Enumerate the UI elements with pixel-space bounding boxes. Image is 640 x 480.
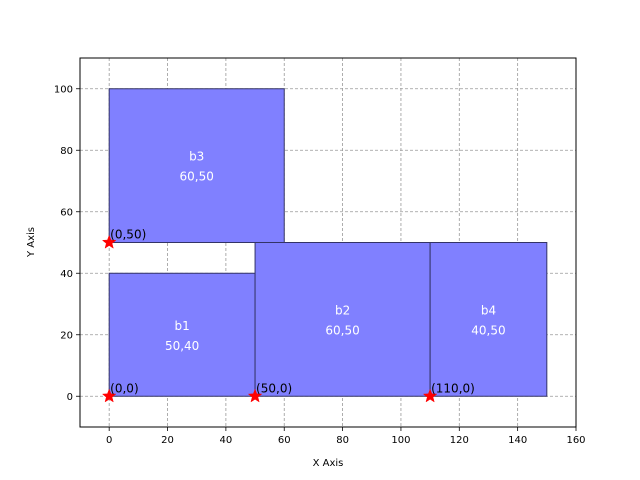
rect-b3 <box>108 88 285 243</box>
y-tick-label: 60 <box>60 207 73 218</box>
y-tick-label: 40 <box>60 269 73 280</box>
y-tick-label: 0 <box>67 392 73 403</box>
x-tick-label: 40 <box>220 435 233 446</box>
point-label: (110,0) <box>431 381 475 395</box>
rect-size-label: 50,40 <box>165 339 199 353</box>
x-tick-label: 80 <box>336 435 349 446</box>
rect-size-label: 40,50 <box>471 323 505 337</box>
y-tick-label: 100 <box>54 84 73 95</box>
star-marker <box>247 388 263 403</box>
x-axis-label: X Axis <box>313 458 344 469</box>
rect-name-label: b2 <box>335 303 350 317</box>
rect-b4 <box>429 242 548 397</box>
point-label: (0,50) <box>110 228 146 242</box>
rect-b1 <box>108 272 256 397</box>
plot-frame <box>79 57 577 428</box>
x-tick-label: 160 <box>566 435 585 446</box>
point-label: (0,0) <box>110 381 138 395</box>
y-axis-label: Y Axis <box>26 227 37 258</box>
x-tick-label: 140 <box>508 435 527 446</box>
rectangles: b1 50,40 b2 60,50 b3 60,50 b4 40,50 <box>108 88 548 397</box>
y-tick-label: 20 <box>60 330 73 341</box>
y-ticks: 0 20 40 60 80 100 <box>54 84 80 403</box>
points: (0,0) (50,0) (110,0) (0,50) <box>101 228 475 403</box>
point-label: (50,0) <box>256 381 292 395</box>
x-ticks: 0 20 40 60 80 100 120 140 160 <box>106 427 586 446</box>
rect-name-label: b1 <box>174 319 189 333</box>
x-tick-label: 20 <box>161 435 174 446</box>
rect-name-label: b3 <box>189 150 204 164</box>
rect-name-label: b4 <box>481 303 496 317</box>
x-tick-label: 60 <box>278 435 291 446</box>
x-tick-label: 120 <box>450 435 469 446</box>
y-tick-label: 80 <box>60 146 73 157</box>
x-tick-label: 0 <box>106 435 112 446</box>
rect-b2 <box>254 242 431 397</box>
rect-size-label: 60,50 <box>325 323 359 337</box>
star-marker <box>101 234 117 249</box>
x-tick-label: 100 <box>391 435 410 446</box>
star-marker <box>101 388 117 403</box>
rect-size-label: 60,50 <box>180 170 214 184</box>
star-marker <box>422 388 438 403</box>
